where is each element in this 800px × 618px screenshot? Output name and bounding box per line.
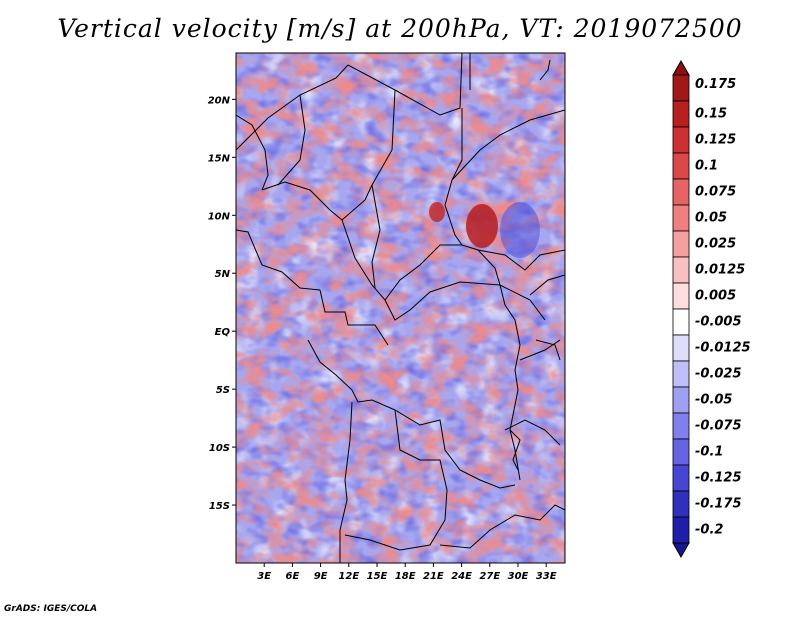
colorbar-label: 0.05 — [695, 211, 727, 226]
updraft-core — [429, 202, 445, 222]
colorbar-label: -0.0125 — [695, 341, 751, 356]
colorbar-swatch — [672, 516, 690, 544]
colorbar-label: -0.005 — [695, 315, 742, 330]
colorbar-swatch — [672, 282, 690, 310]
grads-credit: GrADS: IGES/COLA — [4, 604, 98, 614]
lon-tick-label: 12E — [338, 571, 359, 582]
chart-title: Vertical velocity [m/s] at 200hPa, VT: 2… — [57, 14, 743, 43]
colorbar-swatch — [672, 152, 690, 180]
map-frame — [235, 52, 566, 564]
colorbar-swatch — [672, 464, 690, 492]
velocity-field — [236, 53, 565, 563]
lat-tick-label: 20N — [208, 95, 231, 106]
colorbar-label: -0.025 — [695, 367, 742, 382]
colorbar-label: 0.175 — [695, 77, 736, 92]
colorbar-label: 0.0125 — [695, 263, 745, 278]
colorbar-swatch — [672, 178, 690, 206]
lat-tick-label: 5S — [216, 385, 230, 396]
lat-tick-label: 10N — [208, 211, 231, 222]
lon-tick-label: 21E — [423, 571, 444, 582]
colorbar-swatch — [672, 126, 690, 154]
colorbar-swatch — [672, 490, 690, 518]
colorbar-swatch — [672, 334, 690, 362]
colorbar-swatch — [672, 308, 690, 336]
colorbar-swatch — [672, 74, 690, 102]
colorbar-label: 0.1 — [695, 159, 718, 174]
lon-tick-label: 6E — [286, 571, 300, 582]
lat-tick-label: 15N — [208, 153, 231, 164]
colorbar-swatch — [672, 412, 690, 440]
colorbar-swatch — [672, 360, 690, 388]
colorbar-label: 0.025 — [695, 237, 736, 252]
updraft-core — [466, 204, 498, 248]
longitude-axis: 3E 6E 9E 12E 15E 18E 21E 24E 27E 30E 33E — [257, 563, 557, 582]
colorbar-label: -0.1 — [695, 445, 723, 460]
lat-tick-label: 5N — [215, 269, 231, 280]
latitude-axis: 20N 15N 10N 5N EQ 5S 10S 15S — [208, 95, 236, 512]
lon-tick-label: 9E — [314, 571, 328, 582]
lat-tick-label: EQ — [215, 327, 231, 338]
colorbar-swatch — [672, 100, 690, 128]
colorbar-top-arrow — [672, 59, 690, 76]
colorbar-swatch — [672, 230, 690, 258]
colorbar-label: -0.2 — [695, 523, 723, 538]
colorbar-swatch — [672, 386, 690, 414]
lon-tick-label: 27E — [479, 571, 500, 582]
colorbar-swatch — [672, 204, 690, 232]
colorbar-label: -0.175 — [695, 497, 742, 512]
lon-tick-label: 24E — [451, 571, 472, 582]
lon-tick-label: 3E — [257, 571, 271, 582]
country-borders — [236, 53, 565, 563]
lat-tick-label: 15S — [209, 501, 230, 512]
downdraft-region — [500, 202, 540, 258]
colorbar-swatch — [672, 438, 690, 466]
lat-tick-label: 10S — [209, 443, 230, 454]
colorbar: 0.175 0.15 0.125 0.1 0.075 0.05 0.025 0.0125 0.0… — [672, 59, 751, 559]
lon-tick-label: 30E — [508, 571, 529, 582]
colorbar-bottom-arrow — [672, 542, 690, 559]
colorbar-label: -0.125 — [695, 471, 742, 486]
colorbar-swatch — [672, 256, 690, 284]
colorbar-label: 0.075 — [695, 185, 736, 200]
colorbar-label: 0.005 — [695, 289, 736, 304]
colorbar-label: -0.05 — [695, 393, 732, 408]
lon-tick-label: 15E — [367, 571, 388, 582]
colorbar-label: 0.125 — [695, 133, 736, 148]
lon-tick-label: 18E — [395, 571, 416, 582]
colorbar-label: -0.075 — [695, 419, 742, 434]
lon-tick-label: 33E — [536, 571, 557, 582]
colorbar-label: 0.15 — [695, 107, 727, 122]
